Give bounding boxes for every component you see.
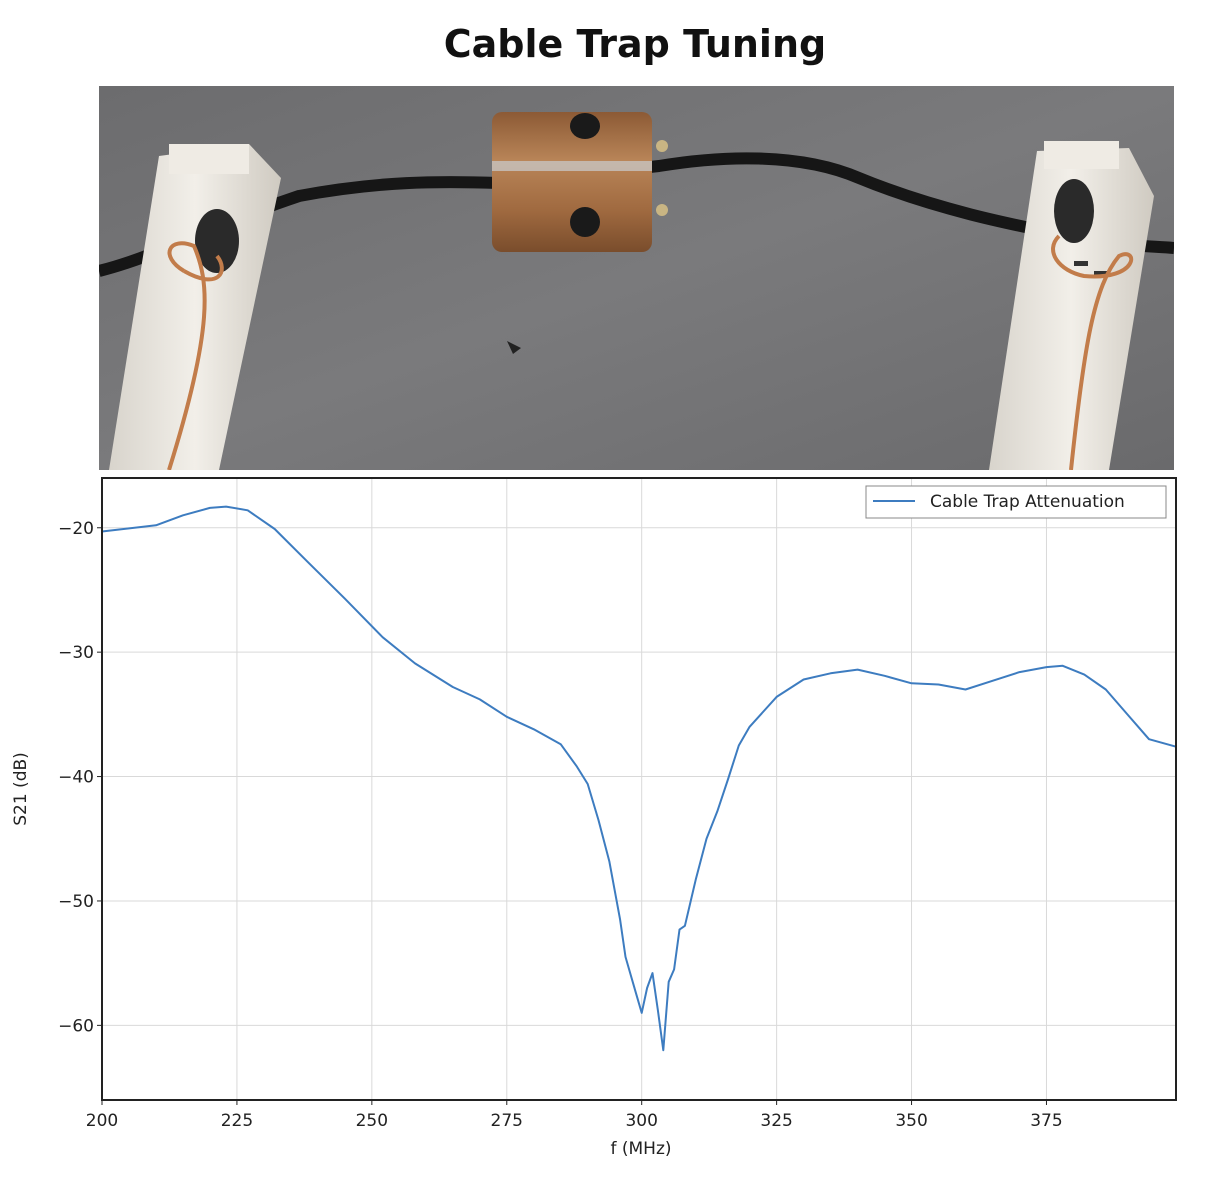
cable-trap	[492, 112, 668, 252]
x-tick-label: 350	[895, 1111, 927, 1131]
plot-frame	[101, 477, 1177, 1101]
s21-chart: 200 225 250 275 300 325 350 375 −20 −30 −40 −50 −60…	[11, 477, 1177, 1159]
legend-box	[865, 485, 1167, 519]
y-tick-labels: −20 −30 −40 −50 −60	[58, 519, 102, 1036]
grid-lines	[101, 478, 1176, 1100]
right-probe-clamp	[989, 141, 1154, 470]
x-tick-label: 250	[356, 1111, 388, 1131]
legend: Cable Trap Attenuation	[865, 485, 1167, 519]
x-tick-label: 375	[1030, 1111, 1062, 1131]
x-tick-label: 300	[625, 1111, 657, 1131]
series-layer	[101, 505, 1177, 1052]
x-tick-label: 325	[760, 1111, 792, 1131]
x-axis-label: f (MHz)	[610, 1139, 671, 1159]
y-tick-label: −30	[58, 643, 94, 663]
x-tick-label: 200	[86, 1111, 118, 1131]
x-tick-label: 275	[491, 1111, 523, 1131]
page-title: Cable Trap Tuning	[443, 22, 827, 66]
y-tick-label: −50	[58, 892, 94, 912]
left-probe-clamp	[109, 144, 281, 470]
series-line-cable-trap-attenuation	[101, 505, 1177, 1052]
y-tick-label: −40	[58, 768, 94, 788]
debris-mark	[507, 341, 521, 354]
x-tick-label: 225	[221, 1111, 253, 1131]
x-tick-labels: 200 225 250 275 300 325 350 375	[86, 1100, 1063, 1131]
y-tick-label: −20	[58, 519, 94, 539]
cable-trap-photo	[99, 86, 1174, 470]
y-tick-label: −60	[58, 1016, 94, 1036]
y-axis-label: S21 (dB)	[11, 752, 31, 826]
legend-label: Cable Trap Attenuation	[930, 492, 1125, 512]
